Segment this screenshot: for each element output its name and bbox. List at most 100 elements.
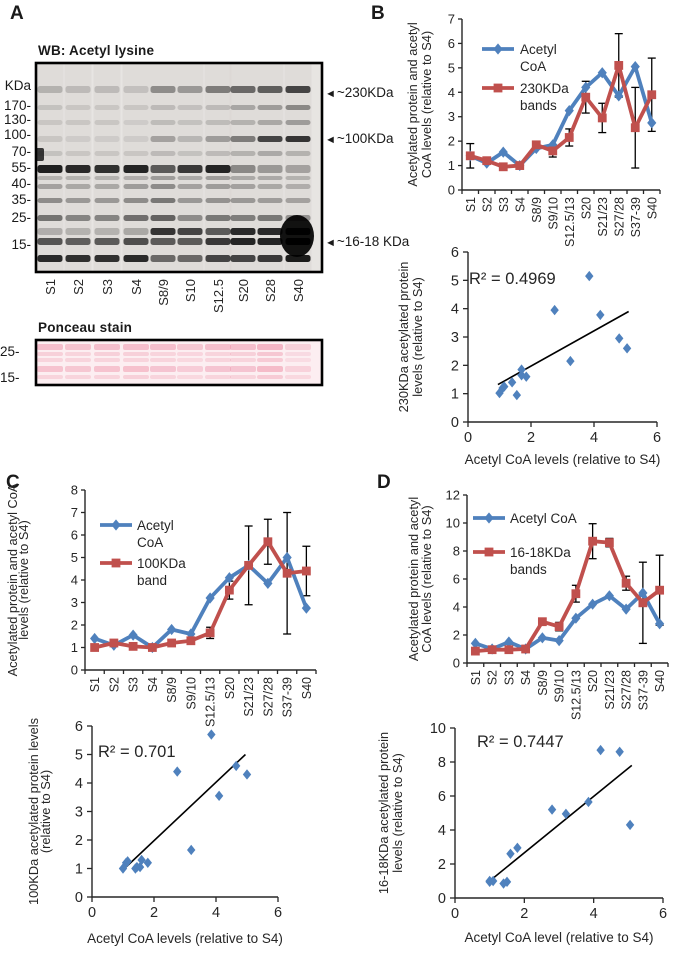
svg-text:10: 10 (430, 721, 446, 737)
ponceau-kda-marker: 25- (0, 344, 20, 359)
svg-text:1: 1 (71, 640, 78, 655)
svg-text:S10: S10 (183, 279, 198, 302)
svg-text:S2: S2 (480, 197, 494, 212)
lane-labels: S1 S2 S3 S4 S8/9 S10 S12.5 S20 S28 S40 (35, 276, 323, 324)
svg-text:S20: S20 (223, 677, 237, 699)
svg-text:Acetylated protein and acetyl: Acetylated protein and acetyl (405, 22, 420, 186)
svg-text:S4: S4 (129, 279, 144, 295)
svg-text:2: 2 (71, 618, 78, 633)
svg-text:6: 6 (653, 430, 661, 446)
svg-text:levels (relative to S4): levels (relative to S4) (390, 753, 405, 872)
kda-marker: 15- (11, 237, 31, 252)
svg-text:R² = 0.4969: R² = 0.4969 (469, 270, 556, 288)
svg-text:CoA: CoA (137, 535, 163, 550)
svg-text:S37-39: S37-39 (281, 677, 295, 717)
ponceau-kda-marker: 15- (0, 370, 20, 385)
legend-entry: Acetyl CoA (100, 518, 174, 550)
svg-text:0: 0 (451, 906, 459, 922)
svg-text:S21/23: S21/23 (596, 197, 610, 237)
band-annotation: ◄~16-18 KDa (325, 234, 409, 251)
kda-marker: KDa (4, 78, 31, 93)
svg-text:0: 0 (71, 663, 78, 678)
svg-text:0: 0 (438, 891, 446, 907)
legend-entry: 16-18KDa bands (473, 545, 571, 577)
svg-text:1: 1 (451, 387, 459, 403)
svg-text:S9/10: S9/10 (184, 677, 198, 710)
svg-text:2: 2 (150, 905, 158, 921)
svg-text:1: 1 (75, 862, 83, 878)
series-acetyl-coa (470, 587, 665, 655)
svg-text:R² = 0.701: R² = 0.701 (98, 743, 176, 761)
svg-text:5: 5 (448, 60, 455, 75)
svg-text:4: 4 (448, 85, 455, 100)
ponceau-stain-image (34, 338, 324, 387)
band-annotation: ◄~230KDa (325, 85, 394, 102)
svg-text:16-18KDa acetylated protein: 16-18KDa acetylated protein (376, 732, 391, 894)
svg-text:S12.5/13: S12.5/13 (204, 677, 218, 727)
series-100kda-band (90, 537, 311, 652)
r-squared-label: R² = 0.701 (98, 743, 176, 761)
svg-text:S1: S1 (464, 197, 478, 212)
kda-marker: 100- (3, 127, 31, 142)
panel-c-scatter-chart: 0 1 2 3 4 5 6 0 2 4 6 R² = 0.701 Acetyl CoA levels (… (0, 706, 350, 954)
band-annotation-label: ~230KDa (336, 85, 394, 100)
svg-text:4: 4 (590, 906, 598, 922)
svg-text:8: 8 (438, 755, 446, 771)
svg-text:S28: S28 (263, 279, 278, 302)
svg-text:CoA levels (relative to S4): CoA levels (relative to S4) (419, 505, 434, 652)
svg-text:0: 0 (448, 183, 455, 198)
svg-text:10: 10 (446, 516, 460, 531)
svg-text:S4: S4 (513, 197, 527, 212)
svg-text:S2: S2 (71, 279, 86, 295)
svg-text:6: 6 (451, 245, 459, 261)
svg-text:1: 1 (448, 158, 455, 173)
svg-text:(relative to S4): (relative to S4) (38, 770, 53, 853)
svg-text:Acetyl: Acetyl (137, 518, 174, 533)
svg-text:S4: S4 (519, 670, 533, 685)
svg-text:S3: S3 (497, 197, 511, 212)
svg-text:0: 0 (453, 656, 460, 671)
svg-text:8: 8 (453, 544, 460, 559)
legend-entry: Acetyl CoA (482, 42, 557, 74)
series-acetyl-coa (465, 61, 657, 172)
panel-d-label: D (377, 472, 391, 493)
svg-text:6: 6 (453, 572, 460, 587)
svg-text:6: 6 (274, 905, 282, 921)
svg-text:2: 2 (438, 857, 446, 873)
svg-text:2: 2 (75, 833, 83, 849)
scatter-points (495, 270, 632, 401)
svg-text:CoA levels (relative to S4): CoA levels (relative to S4) (419, 31, 434, 178)
svg-text:5: 5 (75, 748, 83, 764)
series-16-18kda-bands (470, 536, 665, 656)
svg-text:S20: S20 (579, 197, 593, 219)
svg-text:4: 4 (451, 302, 459, 318)
svg-text:bands: bands (520, 98, 557, 113)
svg-text:16-18KDa: 16-18KDa (510, 545, 571, 560)
svg-text:2: 2 (520, 906, 528, 922)
svg-text:Acetyl CoA levels (relative to: Acetyl CoA levels (relative to S4) (465, 452, 661, 467)
svg-text:4: 4 (438, 823, 446, 839)
band-annotation-label: ~16-18 KDa (336, 234, 410, 249)
svg-text:6: 6 (438, 789, 446, 805)
panel-b-line-chart: 0 1 2 3 4 5 6 7 S1 S2 S3 S4 S8/9 S9/10 S12.5/13 S20 S21/… (362, 2, 676, 254)
svg-text:0: 0 (88, 905, 96, 921)
kda-marker: 55- (11, 160, 31, 175)
svg-text:0: 0 (451, 415, 459, 431)
svg-text:4: 4 (590, 430, 598, 446)
svg-text:4: 4 (453, 600, 460, 615)
svg-text:Acetyl CoA level (relative to: Acetyl CoA level (relative to S4) (464, 930, 653, 945)
svg-text:4: 4 (75, 776, 83, 792)
svg-text:7: 7 (71, 505, 78, 520)
svg-text:S3: S3 (127, 677, 141, 692)
svg-text:S40: S40 (291, 279, 306, 302)
kda-marker: 70- (11, 144, 31, 159)
svg-text:6: 6 (448, 36, 455, 51)
ponceau-title: Ponceau stain (38, 320, 133, 335)
svg-text:8: 8 (71, 483, 78, 498)
svg-text:5: 5 (451, 273, 459, 289)
svg-text:band: band (137, 573, 167, 588)
svg-text:2: 2 (451, 358, 459, 374)
kda-marker: 25- (11, 210, 31, 225)
svg-text:S9/10: S9/10 (553, 670, 567, 703)
svg-text:3: 3 (75, 805, 83, 821)
